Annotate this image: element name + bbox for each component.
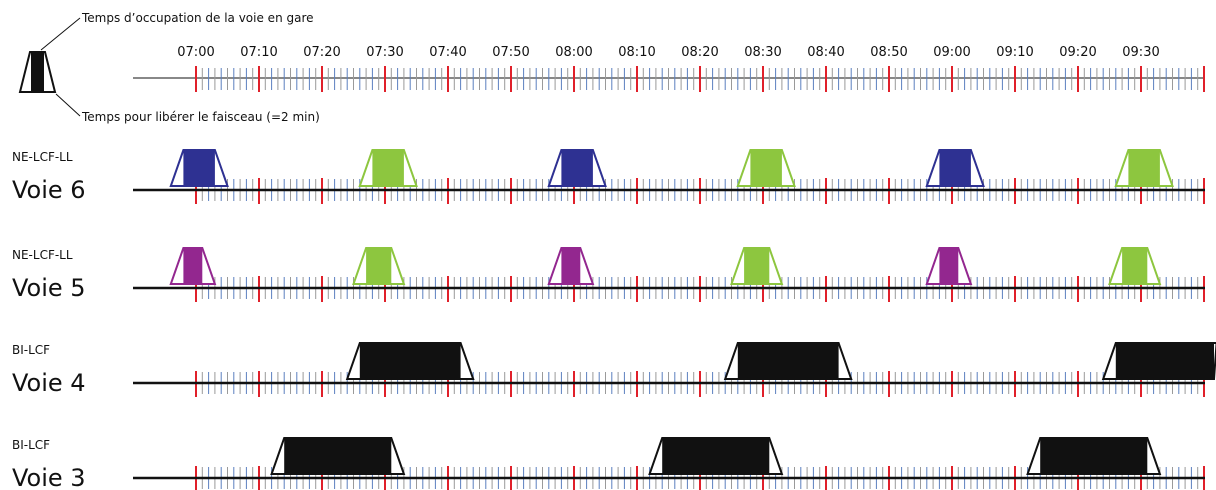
time-label: 08:40	[807, 45, 844, 60]
service-label: NE-LCF-LL	[12, 150, 73, 164]
occupation-bar	[284, 438, 392, 474]
time-label: 07:00	[177, 45, 214, 60]
occupation-block	[352, 247, 406, 285]
occupation-block	[648, 437, 784, 475]
occupation-bar	[183, 248, 203, 284]
occupation-block	[1108, 247, 1162, 285]
legend-release-label: Temps pour libérer le faisceau (=2 min)	[81, 110, 320, 124]
header-time-labels: 07:00 07:10 07:20 07:30 07:40 07:50 08:00 08:10…	[177, 45, 1159, 60]
tracks: NE-LCF-LL Voie 6 NE-LCF-LL Voie 5 BI-LCF Voie…	[12, 149, 1216, 490]
occupation-bar	[1115, 343, 1214, 379]
service-label: NE-LCF-LL	[12, 248, 73, 262]
occupation-bar	[561, 248, 581, 284]
occupation-block	[723, 342, 853, 380]
occupation-block	[270, 437, 406, 475]
occupation-bar	[1128, 150, 1160, 186]
legend: Temps d’occupation de la voie en gare Te…	[18, 11, 320, 124]
occupation-block	[1101, 342, 1216, 380]
legend-trapezoid-icon	[18, 51, 57, 93]
time-label: 09:30	[1122, 45, 1159, 60]
time-label: 07:20	[303, 45, 340, 60]
legend-occupation-label: Temps d’occupation de la voie en gare	[81, 11, 314, 25]
track-row: BI-LCF Voie 4	[12, 342, 1216, 397]
occupation-bar	[1040, 438, 1148, 474]
occupation-bar	[939, 248, 959, 284]
time-label: 08:00	[555, 45, 592, 60]
occupation-bar	[662, 438, 770, 474]
occupation-bar	[737, 343, 839, 379]
track-name: Voie 4	[12, 369, 86, 397]
time-label: 08:10	[618, 45, 655, 60]
track-row: NE-LCF-LL Voie 6	[12, 149, 1205, 204]
track-name: Voie 3	[12, 464, 86, 490]
occupation-block	[1026, 437, 1162, 475]
time-label: 08:50	[870, 45, 907, 60]
occupation-block	[925, 247, 973, 285]
time-label: 09:00	[933, 45, 970, 60]
time-label: 07:30	[366, 45, 403, 60]
occupation-bar	[1122, 248, 1148, 284]
occupation-bar	[372, 150, 404, 186]
track-row: BI-LCF Voie 3	[12, 437, 1205, 490]
occupation-bar	[366, 248, 392, 284]
time-label: 07:10	[240, 45, 277, 60]
occupation-bar	[744, 248, 770, 284]
occupation-block	[1114, 149, 1174, 187]
service-label: BI-LCF	[12, 343, 50, 357]
occupation-block	[358, 149, 418, 187]
track-row: NE-LCF-LL Voie 5	[12, 247, 1205, 302]
time-label: 09:10	[996, 45, 1033, 60]
occupation-block	[730, 247, 784, 285]
time-label: 08:30	[744, 45, 781, 60]
track-name: Voie 6	[12, 176, 86, 204]
time-label: 09:20	[1059, 45, 1096, 60]
header-timeline: 07:00 07:10 07:20 07:30 07:40 07:50 08:00 08:10…	[133, 45, 1205, 92]
track-name: Voie 5	[12, 274, 86, 302]
occupation-bar	[561, 150, 593, 186]
time-label: 07:40	[429, 45, 466, 60]
service-label: BI-LCF	[12, 438, 50, 452]
occupation-bar	[750, 150, 782, 186]
occupation-block	[736, 149, 796, 187]
occupation-block	[547, 149, 607, 187]
occupation-block	[169, 149, 229, 187]
legend-release-pointer	[55, 93, 81, 117]
occupation-block	[169, 247, 217, 285]
legend-occupation-pointer	[40, 17, 81, 51]
time-label: 07:50	[492, 45, 529, 60]
occupation-block	[547, 247, 595, 285]
occupation-bar	[939, 150, 971, 186]
occupation-block	[345, 342, 475, 380]
time-label: 08:20	[681, 45, 718, 60]
header-ticks	[195, 66, 1205, 92]
occupation-block	[925, 149, 985, 187]
occupation-bar	[183, 150, 215, 186]
occupation-bar	[359, 343, 461, 379]
